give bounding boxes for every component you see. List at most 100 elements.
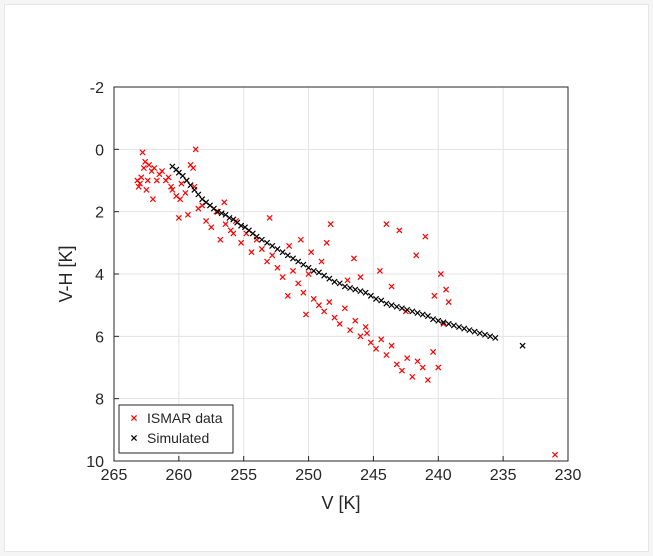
ismar-data-point <box>445 299 452 306</box>
ismar-data-point <box>383 221 390 228</box>
ismar-data-point <box>398 367 405 374</box>
ismar-data-point <box>264 258 271 265</box>
x-tick-label: 260 <box>166 467 193 484</box>
ismar-data-point <box>175 214 182 221</box>
simulated-data-point <box>519 342 526 349</box>
simulated-data-point <box>435 317 442 324</box>
ismar-data-point <box>362 323 369 331</box>
simulated-data-point <box>310 267 317 274</box>
legend-label-simulated: Simulated <box>147 430 209 446</box>
ismar-data-point <box>344 277 351 284</box>
simulated-data-point <box>341 283 348 290</box>
ismar-data-point <box>177 196 184 203</box>
simulated-data-point <box>404 306 411 313</box>
ismar-data-point <box>363 330 370 337</box>
simulated-data-point <box>461 325 468 332</box>
ismar-data-point <box>192 146 199 153</box>
ismar-data-point <box>203 217 210 225</box>
simulated-data-point <box>440 319 447 326</box>
ismar-data-point <box>347 327 354 334</box>
simulated-data-point <box>300 261 307 268</box>
ismar-data-point <box>140 165 147 172</box>
simulated-data-point <box>487 333 494 340</box>
legend-marker-ismar <box>130 414 138 422</box>
simulated-data-point <box>274 246 281 253</box>
ismar-data-point <box>302 311 310 318</box>
ismar-data-point <box>274 264 281 271</box>
ismar-data-point <box>323 239 330 246</box>
ismar-data-point <box>182 189 189 196</box>
ismar-data-point <box>151 165 158 172</box>
simulated-data-point <box>450 322 457 329</box>
ismar-data-point <box>378 336 385 343</box>
ismar-data-point <box>134 177 141 184</box>
ismar-data-point <box>149 196 156 203</box>
ismar-data-point <box>331 314 338 321</box>
ismar-data-point <box>208 224 215 231</box>
y-tick-label: 2 <box>95 205 104 222</box>
simulated-data-point <box>357 288 364 295</box>
y-tick-label: 8 <box>95 392 104 409</box>
series-0 <box>134 146 559 458</box>
ismar-data-point <box>286 242 293 249</box>
x-tick-label: 255 <box>230 467 257 484</box>
simulated-data-point <box>214 208 221 215</box>
ismar-data-point <box>248 249 255 256</box>
simulated-data-point <box>347 285 354 292</box>
simulated-data-point <box>430 316 437 323</box>
simulated-data-point <box>372 295 380 302</box>
ismar-data-point <box>295 280 302 287</box>
simulated-data-point <box>284 252 291 259</box>
ismar-data-point <box>279 274 286 281</box>
ismar-data-point <box>269 252 276 259</box>
simulated-data-point <box>352 286 359 293</box>
ismar-data-point <box>258 246 265 253</box>
data-points <box>134 146 559 458</box>
simulated-data-point <box>295 258 302 265</box>
legend-label-ismar: ISMAR data <box>147 410 223 426</box>
ismar-data-point <box>318 258 325 265</box>
ismar-data-point <box>144 177 151 184</box>
simulated-data-point <box>476 330 483 337</box>
simulated-data-point <box>289 255 297 262</box>
ismar-data-point <box>388 342 395 349</box>
x-tick-label: 265 <box>101 467 128 484</box>
ismar-data-point <box>289 267 297 274</box>
ismar-data-point <box>413 252 420 259</box>
ismar-data-point <box>321 308 328 315</box>
ismar-data-point <box>326 299 333 306</box>
legend-marker-cross <box>130 414 138 422</box>
ismar-data-point <box>440 320 447 327</box>
simulated-data-point <box>326 275 333 282</box>
ismar-data-point <box>350 255 357 262</box>
ismar-data-point <box>431 292 438 299</box>
simulated-data-point <box>367 292 374 299</box>
ismar-data-point <box>165 174 172 181</box>
x-ticks: 265 260 255 250 245 240 235 230 <box>101 456 581 484</box>
ismar-data-point <box>168 183 175 190</box>
ismar-data-point <box>393 361 400 368</box>
simulated-data-point <box>218 210 225 217</box>
ismar-data-point <box>310 295 317 302</box>
ismar-data-point <box>158 168 166 175</box>
ismar-data-point <box>419 364 426 371</box>
ismar-data-point <box>297 236 304 243</box>
ismar-data-point <box>308 249 315 256</box>
ismar-data-point <box>430 348 437 355</box>
ismar-data-point <box>396 227 403 234</box>
x-axis-label: V [K] <box>321 493 360 513</box>
ismar-data-point <box>336 320 343 327</box>
ismar-data-point <box>352 317 359 324</box>
ismar-data-point <box>153 177 160 184</box>
simulated-data-point <box>388 302 395 309</box>
legend: ISMAR data Simulated <box>118 404 234 454</box>
simulated-data-point <box>336 280 343 287</box>
simulated-data-point <box>409 308 416 315</box>
simulated-data-point <box>264 239 271 246</box>
legend-box <box>118 404 234 454</box>
simulated-data-point <box>383 300 390 307</box>
simulated-data-point <box>466 327 473 334</box>
simulated-data-point <box>226 214 233 221</box>
